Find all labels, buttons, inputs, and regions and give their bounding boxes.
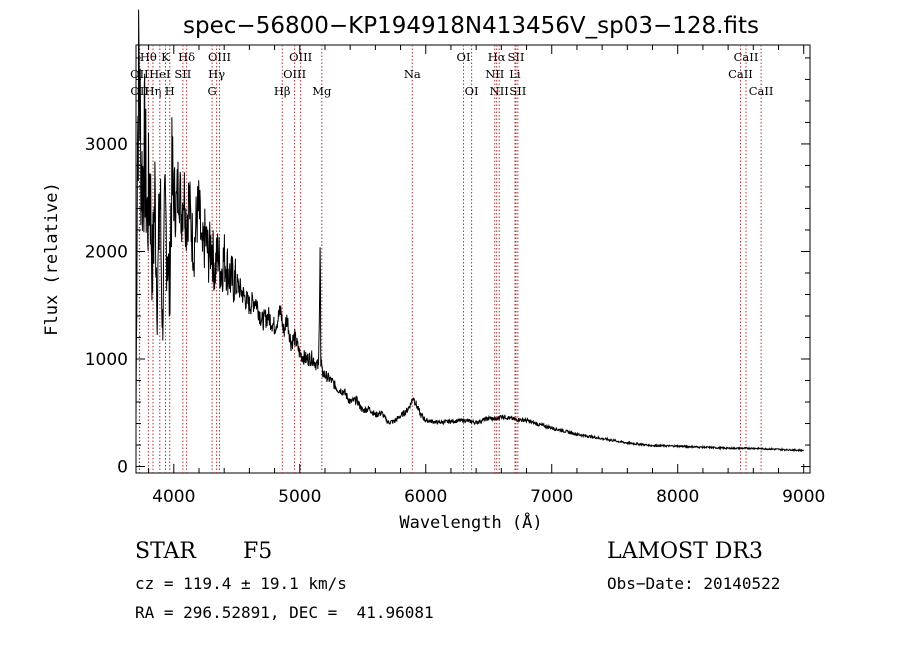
ra-dec-value: RA = 296.52891, DEC = 41.96081 bbox=[135, 603, 434, 622]
y-tick-label: 0 bbox=[117, 458, 128, 478]
y-tick-label: 1000 bbox=[85, 350, 128, 370]
spectral-line-label: CaII bbox=[749, 84, 774, 98]
spectral-line-label: Hθ bbox=[140, 50, 157, 64]
x-tick-label: 7000 bbox=[530, 487, 573, 507]
x-tick-label: 6000 bbox=[404, 487, 447, 507]
spectral-line-label: Mg bbox=[312, 84, 332, 98]
object-subclass: F5 bbox=[243, 539, 273, 564]
spectral-line-label: Hδ bbox=[178, 50, 195, 64]
y-tick-label: 2000 bbox=[85, 242, 128, 262]
spectral-line-label: K bbox=[161, 50, 170, 64]
spectral-line-label: SII bbox=[174, 67, 191, 81]
spectral-line-label: OI bbox=[457, 50, 471, 64]
spectral-line-label: OI bbox=[465, 84, 479, 98]
chart-title: spec−56800−KP194918N413456V_sp03−128.fit… bbox=[183, 13, 759, 39]
plot-frame bbox=[135, 44, 811, 474]
survey-name: LAMOST DR3 bbox=[607, 539, 763, 564]
object-class: STAR bbox=[135, 539, 196, 564]
spectral-line-label: Hα bbox=[488, 50, 506, 64]
spectrum-series-line bbox=[135, 9, 804, 453]
spectral-line-label: H bbox=[165, 84, 175, 98]
spectral-line-label: Na bbox=[404, 67, 421, 81]
spectral-line-label: OIII bbox=[283, 67, 306, 81]
y-axis-label: Flux (relative) bbox=[42, 182, 62, 336]
axis-ticks: 4000 5000 6000 7000 8000 9000 0 1000 2000 3000 bbox=[85, 45, 825, 507]
spectral-line-label: OIII bbox=[289, 50, 312, 64]
spectral-line-label: CaII bbox=[734, 50, 759, 64]
x-tick-label: 8000 bbox=[656, 487, 699, 507]
spectral-line-label: SII bbox=[507, 50, 524, 64]
spectral-line-label: Li bbox=[509, 67, 521, 81]
spectral-line-label: G bbox=[207, 84, 216, 98]
x-tick-label: 9000 bbox=[782, 487, 825, 507]
x-axis-label: Wavelength (Å) bbox=[399, 511, 542, 533]
cz-value: cz = 119.4 ± 19.1 km/s bbox=[135, 574, 347, 593]
x-tick-label: 5000 bbox=[278, 487, 321, 507]
spectral-line-label: Hη bbox=[145, 84, 162, 98]
obs-date: Obs−Date: 20140522 bbox=[607, 574, 781, 593]
spectral-line-label: CaII bbox=[728, 67, 753, 81]
spectral-line-label: OIII bbox=[208, 50, 231, 64]
spectral-line-label: SII bbox=[509, 84, 526, 98]
spectral-line-label: Hγ bbox=[208, 67, 225, 81]
spectral-line-label: NII bbox=[485, 67, 504, 81]
x-tick-label: 4000 bbox=[152, 487, 195, 507]
spectral-line-label: NII bbox=[490, 84, 509, 98]
spectral-line-label: Hβ bbox=[274, 84, 291, 98]
y-tick-label: 3000 bbox=[85, 135, 128, 155]
spectral-line-label: HeI bbox=[149, 67, 170, 81]
